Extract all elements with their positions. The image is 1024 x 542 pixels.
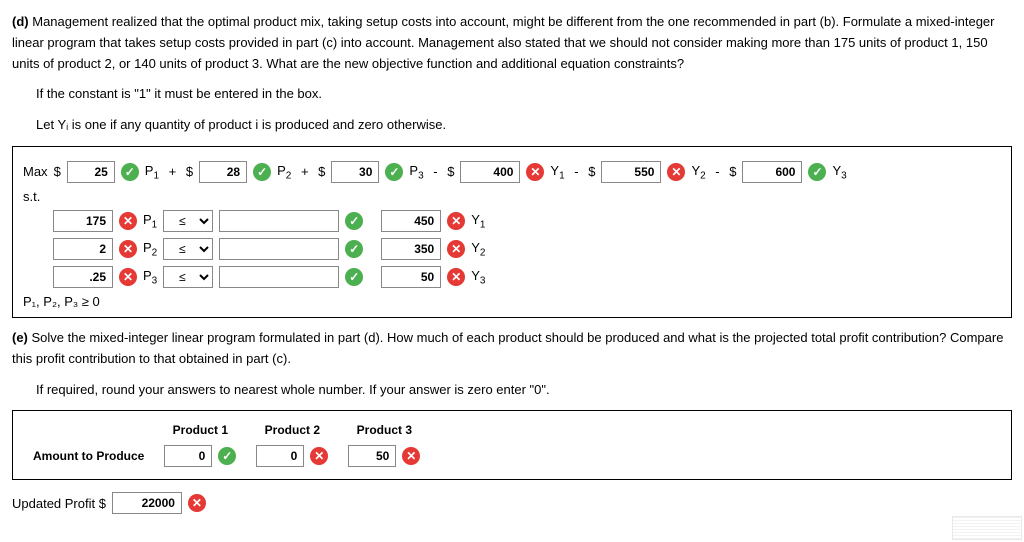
- con-rhs-1[interactable]: [381, 210, 441, 232]
- coef-p1[interactable]: [67, 161, 115, 183]
- solution-box: Product 1 Product 2 Product 3 Amount to …: [12, 410, 1012, 480]
- con-op-1[interactable]: ≤: [163, 210, 213, 232]
- solution-table: Product 1 Product 2 Product 3 Amount to …: [23, 419, 430, 471]
- x-icon: ✕: [667, 163, 685, 181]
- check-icon: ✓: [808, 163, 826, 181]
- col-product3: Product 3: [338, 419, 430, 441]
- col-product2: Product 2: [246, 419, 338, 441]
- check-icon: ✓: [121, 163, 139, 181]
- coef-y2[interactable]: [601, 161, 661, 183]
- part-e-label: (e): [12, 330, 28, 345]
- part-e-text: Solve the mixed-integer linear program f…: [12, 330, 1003, 366]
- con-lvar-1: P1: [143, 212, 157, 231]
- profit-label: Updated Profit $: [12, 496, 106, 511]
- x-icon: ✕: [188, 494, 206, 512]
- formulation-box: Max $ ✓ P1 + $ ✓ P2 + $ ✓ P3 - $ ✕ Y1 - …: [12, 146, 1012, 318]
- con-lvar-2: P2: [143, 240, 157, 259]
- var-y3: Y3: [832, 163, 846, 182]
- nonneg: P₁, P₂, P₃ ≥ 0: [23, 294, 1001, 309]
- con-rvar-1: Y1: [471, 212, 485, 231]
- x-icon: ✕: [119, 240, 137, 258]
- amount-p1[interactable]: [164, 445, 212, 467]
- x-icon: ✕: [447, 268, 465, 286]
- part-d-label: (d): [12, 14, 29, 29]
- check-icon: ✓: [345, 212, 363, 230]
- x-icon: ✕: [402, 447, 420, 465]
- coef-y3[interactable]: [742, 161, 802, 183]
- con-lhs-1[interactable]: [53, 210, 113, 232]
- x-icon: ✕: [447, 240, 465, 258]
- con-mid-3[interactable]: [219, 266, 339, 288]
- coef-y1[interactable]: [460, 161, 520, 183]
- con-op-2[interactable]: ≤: [163, 238, 213, 260]
- max-label: Max: [23, 164, 48, 179]
- con-lhs-2[interactable]: [53, 238, 113, 260]
- check-icon: ✓: [345, 240, 363, 258]
- var-p2: P2: [277, 163, 291, 182]
- st-label: s.t.: [23, 189, 1001, 204]
- part-d-text: Management realized that the optimal pro…: [12, 14, 994, 71]
- coef-p3[interactable]: [331, 161, 379, 183]
- check-icon: ✓: [253, 163, 271, 181]
- x-icon: ✕: [119, 212, 137, 230]
- row-amount-label: Amount to Produce: [23, 441, 154, 471]
- part-d-hint2: Let Yᵢ is one if any quantity of product…: [36, 115, 1012, 136]
- con-rvar-3: Y3: [471, 268, 485, 287]
- con-mid-2[interactable]: [219, 238, 339, 260]
- constraint-row-1: ✕ P1 ≤ ✓ ✕ Y1: [53, 210, 1001, 232]
- coef-p2[interactable]: [199, 161, 247, 183]
- var-p3: P3: [409, 163, 423, 182]
- x-icon: ✕: [526, 163, 544, 181]
- constraint-row-3: ✕ P3 ≤ ✓ ✕ Y3: [53, 266, 1001, 288]
- x-icon: ✕: [447, 212, 465, 230]
- col-product1: Product 1: [154, 419, 246, 441]
- part-d-hint1: If the constant is "1" it must be entere…: [36, 84, 1012, 105]
- con-mid-1[interactable]: [219, 210, 339, 232]
- con-rhs-2[interactable]: [381, 238, 441, 260]
- amount-p2[interactable]: [256, 445, 304, 467]
- constraint-row-2: ✕ P2 ≤ ✓ ✕ Y2: [53, 238, 1001, 260]
- x-icon: ✕: [119, 268, 137, 286]
- con-rhs-3[interactable]: [381, 266, 441, 288]
- con-rvar-2: Y2: [471, 240, 485, 259]
- con-lhs-3[interactable]: [53, 266, 113, 288]
- con-lvar-3: P3: [143, 268, 157, 287]
- thumbnail-preview: [952, 516, 1022, 540]
- objective-row: Max $ ✓ P1 + $ ✓ P2 + $ ✓ P3 - $ ✕ Y1 - …: [23, 161, 1001, 183]
- check-icon: ✓: [345, 268, 363, 286]
- amount-p3[interactable]: [348, 445, 396, 467]
- part-e-hint: If required, round your answers to neare…: [36, 380, 1012, 401]
- profit-input[interactable]: [112, 492, 182, 514]
- var-y2: Y2: [691, 163, 705, 182]
- var-y1: Y1: [550, 163, 564, 182]
- x-icon: ✕: [310, 447, 328, 465]
- var-p1: P1: [145, 163, 159, 182]
- check-icon: ✓: [385, 163, 403, 181]
- check-icon: ✓: [218, 447, 236, 465]
- con-op-3[interactable]: ≤: [163, 266, 213, 288]
